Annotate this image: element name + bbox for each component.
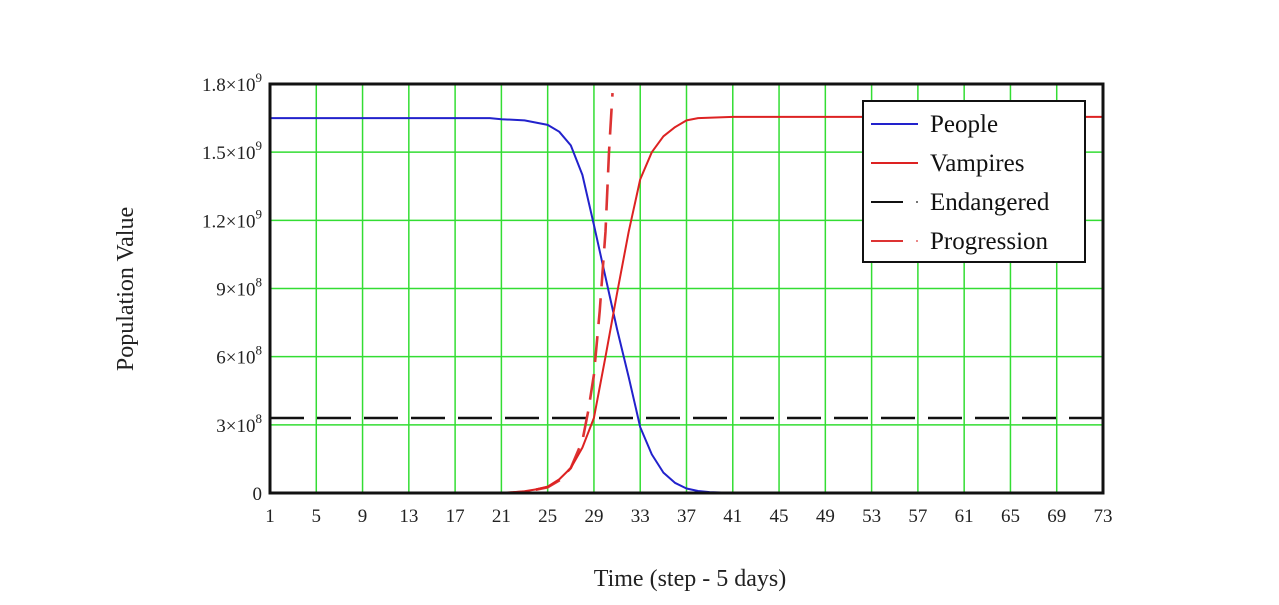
plot-frame xyxy=(268,82,1105,495)
y-tick-label: 1.2×109 xyxy=(202,206,262,232)
y-axis-ticks: 0 3×108 6×108 9×108 1.2×109 1.5×109 1.8×109 xyxy=(202,70,262,505)
legend-box xyxy=(862,100,1086,263)
legend-label: Progression xyxy=(930,228,1049,255)
x-tick-label: 9 xyxy=(358,506,368,527)
x-tick-label: 61 xyxy=(955,506,974,527)
x-tick-label: 29 xyxy=(584,506,603,527)
y-axis-title: Population Value xyxy=(113,207,139,371)
legend-item-progression: Progression xyxy=(871,228,1049,255)
legend-label: Vampires xyxy=(930,150,1024,177)
x-tick-label: 37 xyxy=(677,506,696,527)
x-tick-label: 13 xyxy=(399,506,418,527)
y-tick-label: 1.8×109 xyxy=(202,70,262,96)
x-tick-label: 49 xyxy=(816,506,835,527)
legend-label: People xyxy=(930,111,998,138)
x-tick-label: 17 xyxy=(446,506,465,527)
x-tick-label: 41 xyxy=(723,506,742,527)
x-tick-label: 45 xyxy=(770,506,789,527)
x-axis-title: Time (step - 5 days) xyxy=(594,566,786,592)
x-tick-label: 69 xyxy=(1047,506,1066,527)
legend-item-vampires: Vampires xyxy=(871,150,1024,177)
x-tick-label: 73 xyxy=(1094,506,1113,527)
y-tick-label: 6×108 xyxy=(216,343,262,369)
x-tick-label: 33 xyxy=(631,506,650,527)
legend-label: Endangered xyxy=(930,189,1050,216)
x-tick-label: 1 xyxy=(265,506,275,527)
x-tick-label: 57 xyxy=(908,506,927,527)
legend: People Vampires Endangered Progression xyxy=(862,100,1086,263)
x-tick-label: 5 xyxy=(312,506,322,527)
x-tick-label: 25 xyxy=(538,506,557,527)
y-tick-label: 0 xyxy=(253,484,263,505)
legend-swatch-dot xyxy=(916,201,918,203)
x-axis-ticks: 1 5 9 13 17 21 25 29 33 37 41 45 49 53 57 61 65 69 73 xyxy=(265,506,1112,527)
series-progression-line xyxy=(270,93,614,495)
x-tick-label: 21 xyxy=(492,506,511,527)
y-tick-label: 9×108 xyxy=(216,275,262,301)
x-tick-label: 53 xyxy=(862,506,881,527)
legend-item-endangered: Endangered xyxy=(871,189,1050,216)
legend-swatch-dot xyxy=(916,240,918,242)
x-tick-label: 65 xyxy=(1001,506,1020,527)
y-tick-label: 1.5×109 xyxy=(202,138,262,164)
legend-item-people: People xyxy=(871,111,998,138)
y-tick-label: 3×108 xyxy=(216,411,262,437)
